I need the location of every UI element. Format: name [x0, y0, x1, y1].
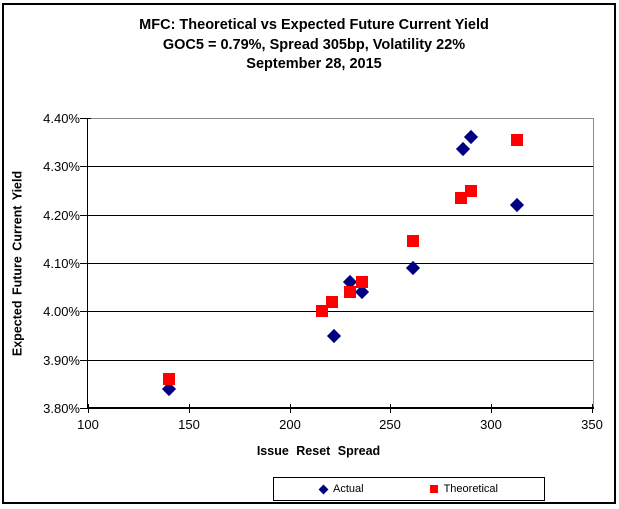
y-axis-tick — [80, 263, 91, 264]
y-axis-tick — [80, 118, 91, 119]
gridline — [88, 311, 593, 312]
x-axis-tick — [189, 404, 190, 413]
data-point-actual — [455, 142, 471, 157]
gridline-top — [88, 118, 593, 119]
data-point-theoretical — [356, 276, 369, 289]
data-point-theoretical — [406, 235, 419, 248]
data-point-actual — [463, 130, 479, 145]
data-point-theoretical — [511, 133, 524, 146]
legend-item-actual: Actual — [318, 483, 364, 495]
y-axis-tick — [80, 408, 91, 409]
legend: Actual Theoretical — [273, 477, 545, 501]
gridline — [88, 263, 593, 264]
y-axis-tick — [80, 311, 91, 312]
y-axis-tick — [80, 166, 91, 167]
x-tick-label: 250 — [379, 417, 401, 432]
theoretical-square-icon — [429, 485, 438, 493]
chart-date: September 28, 2015 — [246, 56, 382, 72]
x-axis-tick — [592, 404, 593, 413]
gridline — [88, 166, 593, 167]
legend-label-theoretical: Theoretical — [443, 483, 498, 495]
chart-title: MFC: Theoretical vs Expected Future Curr… — [139, 17, 489, 33]
y-tick-label: 3.90% — [43, 353, 80, 368]
x-axis-tick — [290, 404, 291, 413]
chart-subtitle: GOC5 = 0.79%, Spread 305bp, Volatility 2… — [162, 36, 466, 53]
x-axis-tick — [491, 404, 492, 413]
data-point-theoretical — [454, 191, 467, 204]
y-tick-label: 4.30% — [43, 159, 80, 174]
gridline — [88, 215, 593, 216]
data-point-actual — [326, 328, 342, 343]
data-point-theoretical — [344, 286, 357, 298]
gridline — [88, 360, 593, 361]
x-tick-label: 200 — [279, 417, 301, 432]
data-point-theoretical — [162, 373, 175, 385]
image-border — [2, 3, 616, 504]
y-tick-label: 3.80% — [43, 401, 80, 416]
legend-label-actual: Actual — [333, 483, 364, 495]
y-tick-label: 4.20% — [43, 208, 80, 223]
data-point-theoretical — [315, 305, 328, 318]
chart-title-block: MFC: Theoretical vs Expected Future Curr… — [9, 16, 619, 75]
legend-item-theoretical: Theoretical — [429, 483, 498, 495]
data-point-actual — [510, 197, 525, 213]
x-axis-tick — [390, 404, 391, 413]
x-tick-label: 350 — [581, 417, 603, 432]
data-point-theoretical — [465, 184, 478, 197]
x-tick-label: 300 — [480, 417, 502, 432]
y-axis-line — [87, 118, 88, 409]
y-axis-tick — [80, 215, 91, 216]
x-axis-title: Issue Reset Spread — [256, 444, 381, 458]
x-axis-tick — [88, 404, 89, 413]
y-tick-label: 4.40% — [43, 111, 80, 126]
data-point-theoretical — [325, 295, 338, 308]
x-axis-line — [87, 407, 594, 409]
actual-diamond-icon — [318, 484, 329, 494]
y-axis-tick — [80, 360, 91, 361]
x-tick-label: 150 — [178, 417, 200, 432]
plot-right-border — [593, 118, 594, 408]
x-tick-label: 100 — [77, 417, 99, 432]
y-tick-label: 4.10% — [43, 256, 80, 271]
y-tick-label: 4.00% — [43, 304, 80, 319]
